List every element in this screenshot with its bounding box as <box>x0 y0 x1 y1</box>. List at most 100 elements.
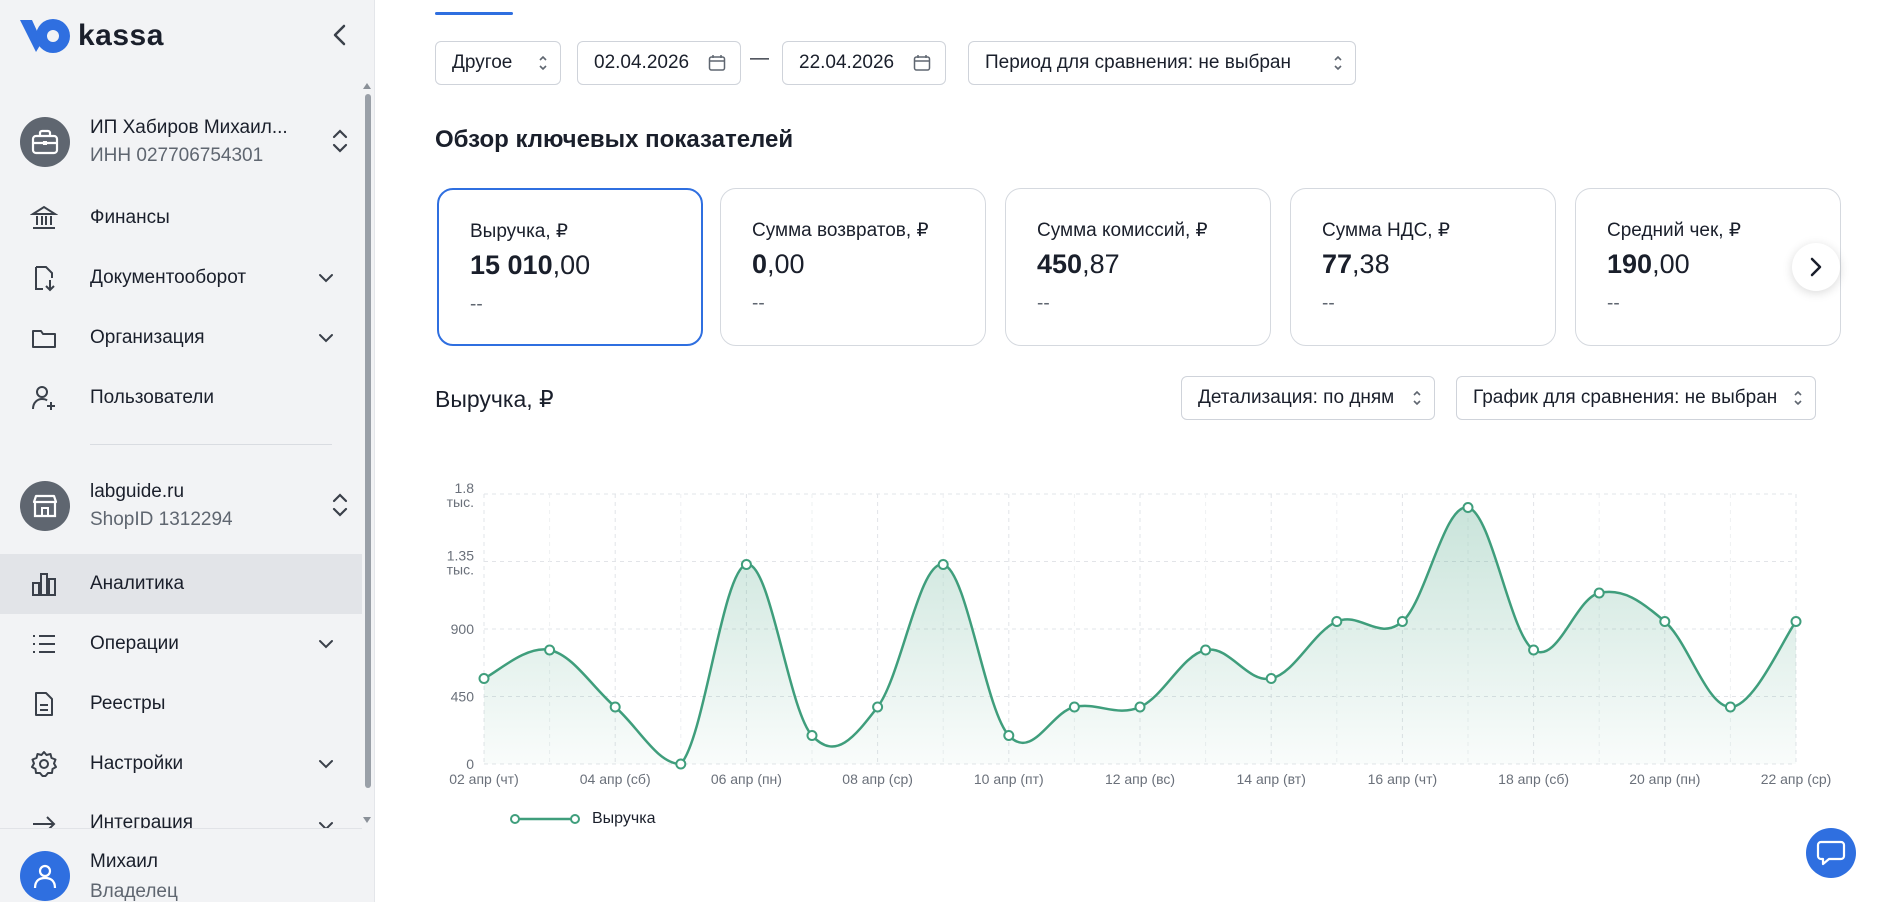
detail-select-value: Детализация: по дням <box>1198 387 1395 408</box>
x-tick-label: 20 апр (пн) <box>1629 771 1700 787</box>
data-point[interactable] <box>1790 616 1802 627</box>
data-point[interactable] <box>1724 701 1736 713</box>
data-point[interactable] <box>1462 502 1474 513</box>
sidebar-item-users[interactable]: Пользователи <box>0 368 362 428</box>
revenue-area <box>484 507 1796 764</box>
data-point[interactable] <box>544 644 556 656</box>
kpi-card-commissions[interactable]: Сумма комиссий, ₽ 450,87 -- <box>1005 188 1271 346</box>
kpi-carousel: Выручка, ₽ 15 010,00 -- Сумма возвратов,… <box>435 180 1877 356</box>
sidebar-item-label: Финансы <box>90 207 170 228</box>
active-tab-indicator <box>435 12 513 15</box>
account-name: ИП Хабиров Михаил... <box>90 117 288 138</box>
data-point[interactable] <box>675 758 687 770</box>
user-name: Михаил <box>90 851 158 872</box>
user-profile[interactable]: Михаил Владелец <box>0 828 362 902</box>
chart-title: Выручка, ₽ <box>435 386 554 412</box>
collapse-sidebar-button[interactable] <box>326 22 352 48</box>
file-icon <box>30 690 58 718</box>
kpi-card-refunds[interactable]: Сумма возвратов, ₽ 0,00 -- <box>720 188 986 346</box>
sidebar-item-organization[interactable]: Организация <box>0 308 362 368</box>
chevron-down-icon <box>318 756 334 774</box>
data-point[interactable] <box>1200 644 1212 656</box>
sidebar-item-label: Организация <box>90 327 205 348</box>
data-point[interactable] <box>1134 701 1146 713</box>
data-point[interactable] <box>1068 701 1080 713</box>
chart-legend-revenue[interactable]: Выручка <box>510 810 655 828</box>
x-tick-label: 10 апр (пт) <box>974 771 1044 787</box>
kpi-delta: -- <box>1037 293 1050 314</box>
data-point[interactable] <box>1659 616 1671 627</box>
bar-chart-icon <box>30 570 58 598</box>
legend-line-icon <box>510 814 580 824</box>
compare-period-value: Период для сравнения: не выбран <box>985 52 1291 73</box>
date-to-input[interactable]: 22.04.2026 <box>782 41 946 85</box>
kpi-value: 190,00 <box>1607 249 1690 279</box>
user-add-icon <box>30 384 58 412</box>
data-point[interactable] <box>1593 587 1605 599</box>
period-select[interactable]: Другое <box>435 41 561 85</box>
sidebar-item-integration[interactable]: Интеграция <box>0 794 362 828</box>
account-inn: ИНН 027706754301 <box>90 145 264 166</box>
sidebar-item-documents[interactable]: Документооборот <box>0 248 362 308</box>
data-point[interactable] <box>740 559 752 570</box>
kassa-logo[interactable]: kassa <box>20 16 164 56</box>
data-point[interactable] <box>937 559 949 570</box>
detail-select[interactable]: Детализация: по дням <box>1181 376 1435 420</box>
chat-button[interactable] <box>1806 828 1856 878</box>
x-tick-label: 12 апр (вс) <box>1105 771 1175 787</box>
data-point[interactable] <box>478 673 490 684</box>
compare-chart-select[interactable]: График для сравнения: не выбран <box>1456 376 1816 420</box>
gear-icon <box>30 750 58 778</box>
scroll-up-arrow[interactable] <box>363 83 371 89</box>
sidebar-item-analytics[interactable]: Аналитика <box>0 554 362 614</box>
revenue-line <box>483 506 1798 766</box>
sidebar-item-registries[interactable]: Реестры <box>0 674 362 734</box>
kpi-delta: -- <box>470 294 483 315</box>
chevron-down-icon <box>318 270 334 288</box>
y-tick-label: 1.8 тыс. <box>447 480 475 510</box>
chevron-updown-icon <box>332 128 348 159</box>
sidebar-item-label: Аналитика <box>90 573 185 594</box>
compare-period-select[interactable]: Период для сравнения: не выбран <box>968 41 1356 85</box>
period-select-value: Другое <box>452 52 513 73</box>
x-tick-label: 04 апр (сб) <box>580 771 651 787</box>
data-point[interactable] <box>1396 616 1408 627</box>
kpi-delta: -- <box>1322 293 1335 314</box>
kpi-title: Сумма возвратов, ₽ <box>752 220 929 241</box>
data-point[interactable] <box>806 730 818 741</box>
account-switcher[interactable]: ИП Хабиров Михаил... ИНН 027706754301 <box>20 112 360 172</box>
kpi-value: 0,00 <box>752 249 805 279</box>
chevron-down-icon <box>318 330 334 348</box>
scroll-down-arrow[interactable] <box>363 817 371 823</box>
list-icon <box>30 630 58 658</box>
data-point[interactable] <box>1331 616 1343 627</box>
chevron-updown-icon <box>332 492 348 523</box>
sidebar-item-label: Настройки <box>90 753 184 774</box>
compare-chart-value: График для сравнения: не выбран <box>1473 387 1778 408</box>
x-tick-label: 02 апр (чт) <box>449 771 519 787</box>
x-tick-label: 16 апр (чт) <box>1368 771 1438 787</box>
sidebar-divider <box>90 444 332 445</box>
sidebar-item-finances[interactable]: Финансы <box>0 188 362 248</box>
x-tick-label: 08 апр (ср) <box>842 771 913 787</box>
kpi-card-revenue[interactable]: Выручка, ₽ 15 010,00 -- <box>437 188 703 346</box>
sidebar-item-operations[interactable]: Операции <box>0 614 362 674</box>
data-point[interactable] <box>1528 644 1540 656</box>
data-point[interactable] <box>872 701 884 713</box>
kpi-next-button[interactable] <box>1792 243 1840 291</box>
data-point[interactable] <box>609 701 621 713</box>
sidebar-item-label: Операции <box>90 633 179 654</box>
main-content: Другое 02.04.2026 — 22.04.2026 Период дл… <box>376 0 1896 902</box>
data-point[interactable] <box>1265 673 1277 684</box>
sidebar-scrollbar[interactable] <box>365 94 371 788</box>
date-from-input[interactable]: 02.04.2026 <box>577 41 741 85</box>
sidebar-item-label: Интеграция <box>90 812 194 828</box>
sidebar-item-settings[interactable]: Настройки <box>0 734 362 794</box>
shop-switcher[interactable]: labguide.ru ShopID 1312294 <box>20 476 360 536</box>
calendar-icon <box>913 54 931 78</box>
data-point[interactable] <box>1003 730 1015 741</box>
kpi-title: Сумма НДС, ₽ <box>1322 220 1450 241</box>
x-tick-label: 14 апр (вт) <box>1237 771 1306 787</box>
kpi-card-vat[interactable]: Сумма НДС, ₽ 77,38 -- <box>1290 188 1556 346</box>
user-avatar-icon <box>20 851 70 901</box>
